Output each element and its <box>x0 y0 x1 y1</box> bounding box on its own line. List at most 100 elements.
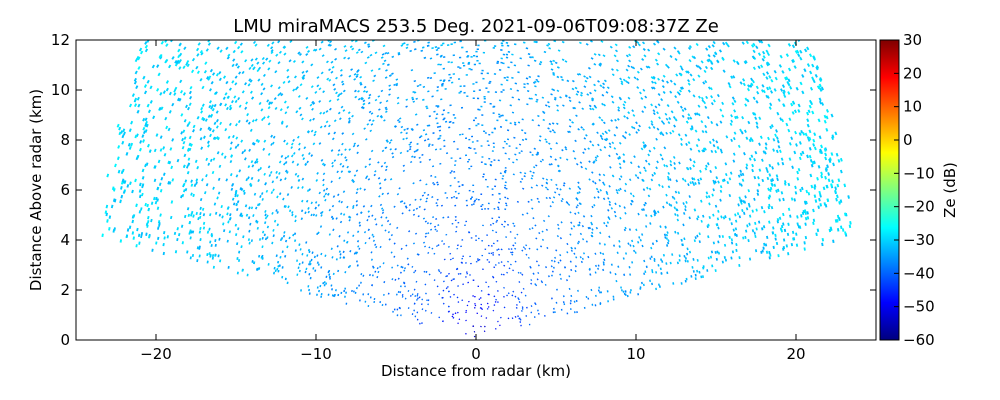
reflectivity-gate <box>730 241 734 245</box>
reflectivity-gate <box>140 234 143 239</box>
reflectivity-gate <box>183 214 187 219</box>
reflectivity-gate <box>316 254 319 257</box>
reflectivity-gate <box>199 78 203 82</box>
reflectivity-gate <box>612 298 615 301</box>
reflectivity-gate <box>600 118 604 122</box>
reflectivity-gate <box>611 141 615 145</box>
reflectivity-gate <box>751 209 754 213</box>
reflectivity-gate <box>430 174 433 177</box>
reflectivity-gate <box>559 253 562 257</box>
reflectivity-gate <box>162 251 165 256</box>
reflectivity-gate <box>138 194 142 199</box>
reflectivity-gate <box>776 177 779 182</box>
reflectivity-gate <box>746 224 749 228</box>
reflectivity-gate <box>579 232 583 236</box>
reflectivity-gate <box>535 40 538 44</box>
reflectivity-gate <box>553 131 556 134</box>
reflectivity-gate <box>696 269 699 273</box>
reflectivity-gate <box>521 129 524 132</box>
reflectivity-gate <box>783 180 787 184</box>
reflectivity-gate <box>723 256 726 259</box>
reflectivity-gate <box>519 318 522 321</box>
reflectivity-gate <box>578 72 582 76</box>
reflectivity-gate <box>651 173 655 177</box>
reflectivity-gate <box>236 200 240 204</box>
reflectivity-gate <box>168 64 172 69</box>
reflectivity-gate <box>240 139 244 143</box>
reflectivity-gate <box>684 179 687 183</box>
reflectivity-gate <box>738 182 742 186</box>
reflectivity-gate <box>611 174 615 178</box>
reflectivity-gate <box>817 165 821 169</box>
reflectivity-gate <box>633 155 636 159</box>
reflectivity-gate <box>767 187 770 191</box>
reflectivity-gate <box>526 306 528 309</box>
reflectivity-gate <box>459 85 462 88</box>
reflectivity-gate <box>531 174 534 177</box>
reflectivity-gate <box>799 152 803 157</box>
reflectivity-gate <box>667 171 671 175</box>
reflectivity-gate <box>446 196 449 199</box>
reflectivity-gate <box>459 67 462 69</box>
reflectivity-gate <box>629 244 632 247</box>
reflectivity-gate <box>654 58 658 62</box>
reflectivity-gate <box>611 73 615 77</box>
reflectivity-gate <box>762 89 766 94</box>
reflectivity-gate <box>527 200 530 203</box>
reflectivity-gate <box>708 216 711 220</box>
reflectivity-gate <box>518 281 521 283</box>
reflectivity-gate <box>343 45 347 48</box>
reflectivity-gate <box>803 241 806 245</box>
reflectivity-gate <box>415 149 418 152</box>
reflectivity-gate <box>238 71 242 75</box>
reflectivity-gate <box>283 139 286 143</box>
reflectivity-gate <box>644 270 647 273</box>
reflectivity-gate <box>551 270 554 273</box>
reflectivity-gate <box>251 164 255 168</box>
reflectivity-gate <box>541 96 545 99</box>
reflectivity-gate <box>622 106 626 110</box>
reflectivity-gate <box>514 295 517 298</box>
reflectivity-gate <box>383 281 386 284</box>
reflectivity-gate <box>747 202 751 206</box>
reflectivity-gate <box>705 47 709 51</box>
reflectivity-gate <box>537 124 541 127</box>
reflectivity-gate <box>536 151 540 154</box>
reflectivity-gate <box>641 110 645 114</box>
reflectivity-gate <box>706 115 710 120</box>
reflectivity-gate <box>623 292 626 296</box>
reflectivity-gate <box>607 129 611 132</box>
reflectivity-gate <box>808 154 812 159</box>
reflectivity-gate <box>390 251 393 254</box>
reflectivity-gate <box>458 56 462 59</box>
reflectivity-gate <box>503 220 506 223</box>
reflectivity-gate <box>428 143 431 146</box>
reflectivity-gate <box>275 254 278 258</box>
reflectivity-gate <box>128 103 133 108</box>
reflectivity-gate <box>264 182 267 186</box>
reflectivity-gate <box>685 142 688 146</box>
reflectivity-gate <box>652 76 656 80</box>
reflectivity-gate <box>575 93 579 96</box>
reflectivity-gate <box>306 254 309 257</box>
reflectivity-gate <box>811 76 815 81</box>
reflectivity-gate <box>752 66 756 71</box>
reflectivity-gate <box>702 81 706 85</box>
reflectivity-gate <box>406 149 409 153</box>
reflectivity-gate <box>581 224 584 228</box>
reflectivity-gate <box>412 242 416 245</box>
reflectivity-gate <box>206 253 209 257</box>
reflectivity-gate <box>158 182 162 187</box>
reflectivity-gate <box>591 171 594 174</box>
reflectivity-gate <box>437 244 440 247</box>
reflectivity-gate <box>328 107 332 111</box>
reflectivity-gate <box>141 184 144 189</box>
reflectivity-gate <box>380 207 384 210</box>
reflectivity-gate <box>411 155 414 158</box>
reflectivity-gate <box>675 201 678 204</box>
reflectivity-gate <box>270 134 274 138</box>
reflectivity-gate <box>332 272 335 276</box>
reflectivity-gate <box>541 238 545 241</box>
reflectivity-gate <box>545 104 548 107</box>
reflectivity-gate <box>209 114 213 118</box>
